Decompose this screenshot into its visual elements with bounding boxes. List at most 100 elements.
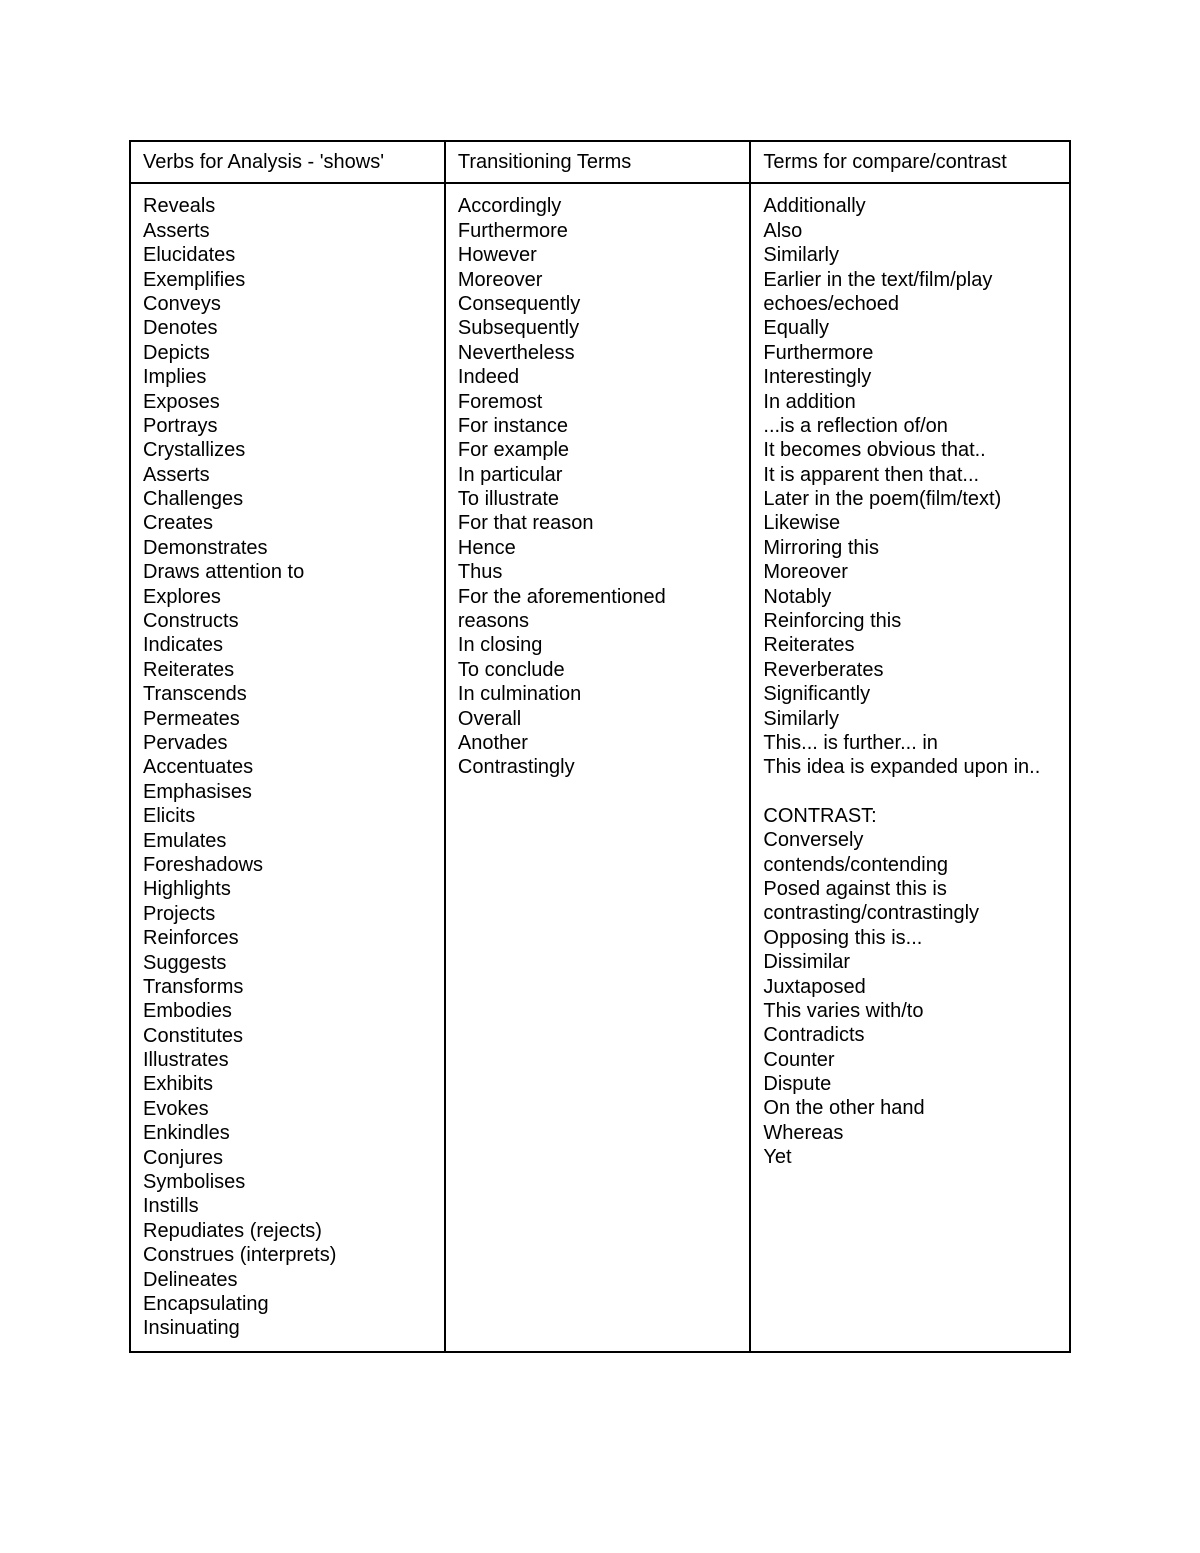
transition-item: However bbox=[458, 243, 738, 267]
verb-item: Demonstrates bbox=[143, 536, 432, 560]
document-page: Verbs for Analysis - 'shows' Transitioni… bbox=[0, 0, 1200, 1553]
transition-item: Another bbox=[458, 731, 738, 755]
verb-item: Instills bbox=[143, 1194, 432, 1218]
verb-item: Pervades bbox=[143, 731, 432, 755]
verb-item: Symbolises bbox=[143, 1170, 432, 1194]
contrast-item: Opposing this is... bbox=[763, 926, 1057, 950]
verb-item: Transforms bbox=[143, 975, 432, 999]
verb-item: Exhibits bbox=[143, 1072, 432, 1096]
verb-item: Constitutes bbox=[143, 1024, 432, 1048]
verb-item: Emulates bbox=[143, 829, 432, 853]
verb-item: Projects bbox=[143, 902, 432, 926]
compare-item: Moreover bbox=[763, 560, 1057, 584]
compare-item: In addition bbox=[763, 390, 1057, 414]
header-transitioning: Transitioning Terms bbox=[445, 141, 751, 183]
verb-item: Denotes bbox=[143, 316, 432, 340]
transition-item: To conclude bbox=[458, 658, 738, 682]
verb-item: Conveys bbox=[143, 292, 432, 316]
compare-item: Earlier in the text/film/play bbox=[763, 268, 1057, 292]
compare-item: This... is further... in bbox=[763, 731, 1057, 755]
verb-item: Encapsulating bbox=[143, 1292, 432, 1316]
transition-item: Accordingly bbox=[458, 194, 738, 218]
verb-item: Challenges bbox=[143, 487, 432, 511]
verb-item: Highlights bbox=[143, 877, 432, 901]
header-compare-contrast: Terms for compare/contrast bbox=[750, 141, 1070, 183]
contrast-item: Whereas bbox=[763, 1121, 1057, 1145]
vocab-table: Verbs for Analysis - 'shows' Transitioni… bbox=[129, 140, 1071, 1353]
transition-item: In particular bbox=[458, 463, 738, 487]
verb-item: Depicts bbox=[143, 341, 432, 365]
verb-item: Insinuating bbox=[143, 1316, 432, 1340]
transition-item: Moreover bbox=[458, 268, 738, 292]
cell-verbs: RevealsAssertsElucidatesExemplifiesConve… bbox=[130, 183, 445, 1351]
table-header-row: Verbs for Analysis - 'shows' Transitioni… bbox=[130, 141, 1070, 183]
contrast-item: Yet bbox=[763, 1145, 1057, 1169]
compare-item: Also bbox=[763, 219, 1057, 243]
verb-item: Explores bbox=[143, 585, 432, 609]
transition-item: For that reason bbox=[458, 511, 738, 535]
verb-item: Transcends bbox=[143, 682, 432, 706]
compare-list: AdditionallyAlsoSimilarlyEarlier in the … bbox=[763, 194, 1057, 779]
verb-item: Suggests bbox=[143, 951, 432, 975]
transition-item: Furthermore bbox=[458, 219, 738, 243]
verb-item: Implies bbox=[143, 365, 432, 389]
compare-item: Similarly bbox=[763, 707, 1057, 731]
verb-item: Emphasises bbox=[143, 780, 432, 804]
verb-item: Accentuates bbox=[143, 755, 432, 779]
verbs-list: RevealsAssertsElucidatesExemplifiesConve… bbox=[143, 194, 432, 1340]
compare-item: It becomes obvious that.. bbox=[763, 438, 1057, 462]
transition-item: Nevertheless bbox=[458, 341, 738, 365]
verb-item: Asserts bbox=[143, 463, 432, 487]
transition-item: For instance bbox=[458, 414, 738, 438]
transition-item: In closing bbox=[458, 633, 738, 657]
verb-item: Evokes bbox=[143, 1097, 432, 1121]
compare-item: Additionally bbox=[763, 194, 1057, 218]
contrast-item: Dispute bbox=[763, 1072, 1057, 1096]
contrast-item: Contradicts bbox=[763, 1023, 1057, 1047]
compare-item: Reiterates bbox=[763, 633, 1057, 657]
contrast-item: contends/contending bbox=[763, 853, 1057, 877]
compare-item: Reverberates bbox=[763, 658, 1057, 682]
compare-item: Notably bbox=[763, 585, 1057, 609]
verb-item: Elucidates bbox=[143, 243, 432, 267]
transition-item: Foremost bbox=[458, 390, 738, 414]
compare-item: Significantly bbox=[763, 682, 1057, 706]
verb-item: Construes (interprets) bbox=[143, 1243, 432, 1267]
transition-item: Hence bbox=[458, 536, 738, 560]
compare-item: echoes/echoed bbox=[763, 292, 1057, 316]
verb-item: Crystallizes bbox=[143, 438, 432, 462]
contrast-item: Conversely bbox=[763, 828, 1057, 852]
compare-item: Equally bbox=[763, 316, 1057, 340]
contrast-item: Juxtaposed bbox=[763, 975, 1057, 999]
verb-item: Delineates bbox=[143, 1268, 432, 1292]
compare-item: Mirroring this bbox=[763, 536, 1057, 560]
verb-item: Conjures bbox=[143, 1146, 432, 1170]
contrast-item: This varies with/to bbox=[763, 999, 1057, 1023]
compare-item: Later in the poem(film/text) bbox=[763, 487, 1057, 511]
transition-item: To illustrate bbox=[458, 487, 738, 511]
contrast-label: CONTRAST: bbox=[763, 804, 1057, 828]
verb-item: Reiterates bbox=[143, 658, 432, 682]
blank-line bbox=[763, 780, 1057, 804]
cell-transitioning: AccordinglyFurthermoreHoweverMoreoverCon… bbox=[445, 183, 751, 1351]
compare-item: Similarly bbox=[763, 243, 1057, 267]
compare-item: It is apparent then that... bbox=[763, 463, 1057, 487]
transition-item: Subsequently bbox=[458, 316, 738, 340]
transition-item: Overall bbox=[458, 707, 738, 731]
transition-item: For example bbox=[458, 438, 738, 462]
compare-item: This idea is expanded upon in.. bbox=[763, 755, 1057, 779]
verb-item: Illustrates bbox=[143, 1048, 432, 1072]
compare-item: Furthermore bbox=[763, 341, 1057, 365]
verb-item: Repudiates (rejects) bbox=[143, 1219, 432, 1243]
verb-item: Creates bbox=[143, 511, 432, 535]
vocab-table-container: Verbs for Analysis - 'shows' Transitioni… bbox=[129, 140, 1071, 1353]
compare-item: Reinforcing this bbox=[763, 609, 1057, 633]
verb-item: Elicits bbox=[143, 804, 432, 828]
transition-item: In culmination bbox=[458, 682, 738, 706]
cell-compare-contrast: AdditionallyAlsoSimilarlyEarlier in the … bbox=[750, 183, 1070, 1351]
verb-item: Foreshadows bbox=[143, 853, 432, 877]
compare-item: ...is a reflection of/on bbox=[763, 414, 1057, 438]
contrast-item: contrasting/contrastingly bbox=[763, 901, 1057, 925]
transition-item: For the aforementioned reasons bbox=[458, 585, 738, 634]
verb-item: Asserts bbox=[143, 219, 432, 243]
